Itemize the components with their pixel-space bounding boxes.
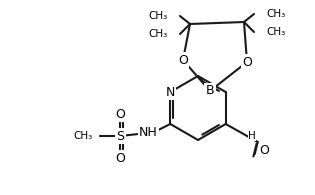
Text: CH₃: CH₃ [266, 27, 285, 37]
Text: CH₃: CH₃ [266, 9, 285, 19]
Text: NH: NH [139, 126, 158, 138]
Text: CH₃: CH₃ [149, 11, 168, 21]
Text: O: O [115, 107, 125, 121]
Text: B: B [206, 84, 214, 98]
Text: H: H [248, 131, 256, 141]
Text: O: O [260, 144, 270, 157]
Text: O: O [178, 53, 188, 66]
Text: O: O [242, 56, 252, 68]
Text: S: S [116, 129, 124, 143]
Text: CH₃: CH₃ [73, 131, 92, 141]
Text: N: N [166, 85, 175, 98]
Text: CH₃: CH₃ [149, 29, 168, 39]
Text: O: O [115, 152, 125, 165]
